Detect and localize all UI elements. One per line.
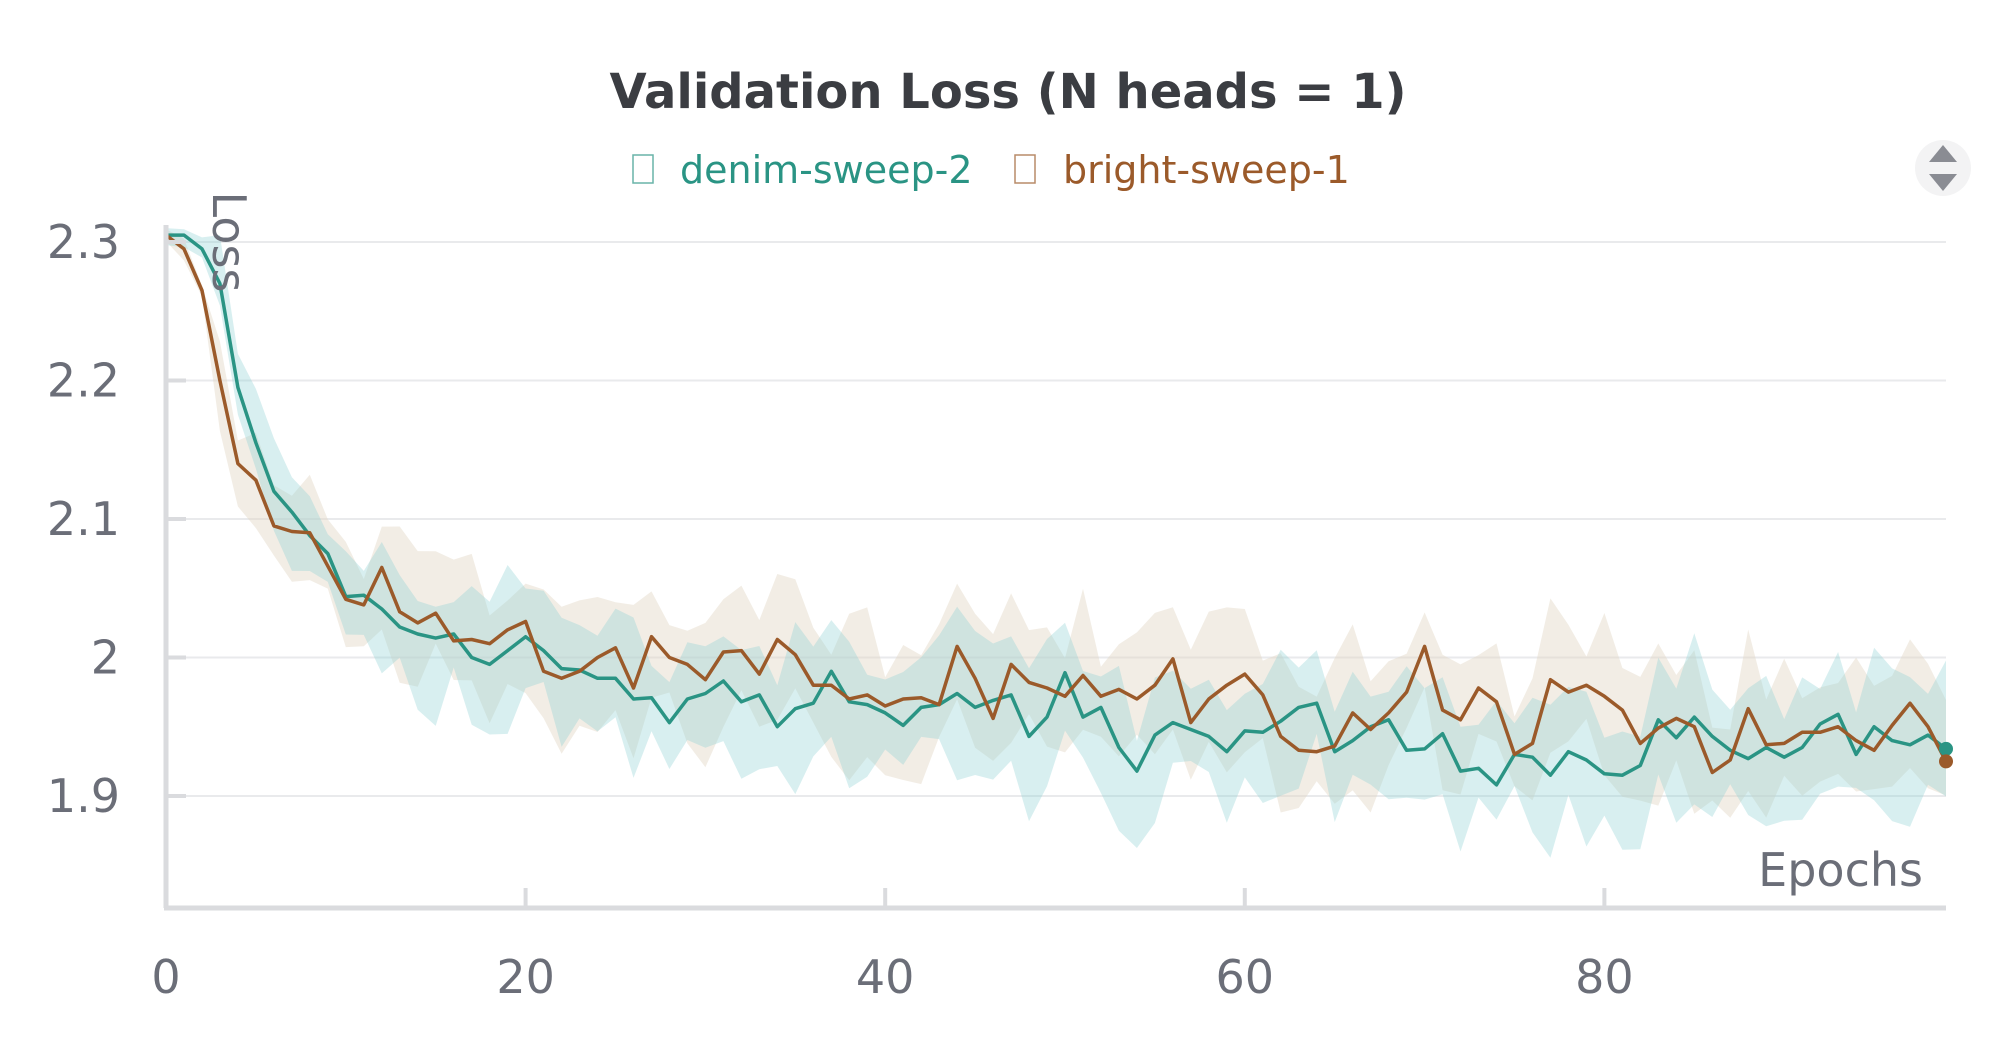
axes: 1.9 2 2.1 2.2 2.3 0 20 40 60 80 (47, 215, 1946, 1004)
legend-label-denim-sweep-2: denim-sweep-2 (680, 148, 973, 192)
x-axis-title: Epochs (1758, 843, 1923, 897)
legend-swatch-denim-sweep-2 (632, 154, 654, 184)
legend-swatch-bright-sweep-1 (1014, 154, 1036, 184)
y-axis-title: Loss (202, 192, 256, 293)
band-denim-sweep-2 (166, 228, 1946, 858)
x-tick-label: 0 (151, 950, 180, 1004)
band-bright-sweep-1 (166, 229, 1946, 818)
series-end-markers (1939, 741, 1953, 769)
legend-item-denim-sweep-2[interactable]: denim-sweep-2 (632, 148, 973, 192)
y-tick-label: 2.3 (47, 215, 120, 269)
end-marker-bright-sweep-1 (1939, 754, 1953, 769)
legend-item-bright-sweep-1[interactable]: bright-sweep-1 (1014, 148, 1350, 192)
x-tick-label: 80 (1575, 950, 1634, 1004)
series-lines (164, 233, 1948, 787)
legend: denim-sweep-2 bright-sweep-1 (632, 148, 1350, 192)
x-tick-label: 20 (496, 950, 555, 1004)
line-denim-sweep-2[interactable] (164, 233, 1948, 787)
legend-label-bright-sweep-1: bright-sweep-1 (1063, 148, 1350, 192)
end-marker-denim-sweep-2 (1939, 741, 1953, 756)
x-tick-label: 40 (856, 950, 915, 1004)
line-bright-sweep-1[interactable] (164, 233, 1948, 775)
series-bands (166, 228, 1946, 858)
grid (166, 241, 1946, 797)
y-tick-label: 2.2 (47, 354, 120, 408)
y-tick-label: 2.1 (47, 492, 120, 546)
up-down-arrows-icon[interactable] (1915, 140, 1971, 196)
chart-title: Validation Loss (N heads = 1) (609, 64, 1406, 120)
y-tick-label: 2 (91, 631, 120, 685)
y-tick-label: 1.9 (47, 769, 120, 823)
x-tick-label: 60 (1216, 950, 1275, 1004)
